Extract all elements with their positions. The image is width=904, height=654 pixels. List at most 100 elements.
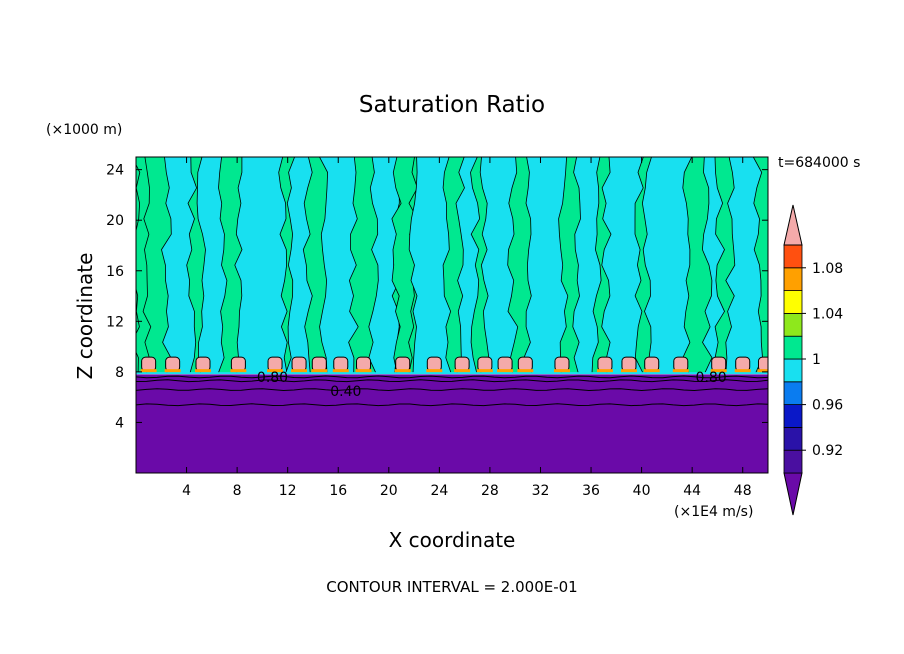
x-tick-label: 48 bbox=[734, 483, 752, 499]
legend-bin bbox=[783, 335, 803, 360]
cloud-cell-base-12 bbox=[476, 369, 493, 373]
chart-title: Saturation Ratio bbox=[359, 92, 545, 118]
contour-label-2: 0.80 bbox=[696, 370, 727, 386]
cloud-base-band bbox=[136, 372, 768, 375]
legend-bin bbox=[783, 358, 803, 383]
x-units-label: (×1E4 m/s) bbox=[674, 504, 753, 520]
contour-interval-note: CONTOUR INTERVAL = 2.000E-01 bbox=[326, 578, 577, 596]
contour-column-11 bbox=[523, 157, 569, 374]
cloud-cell-base-17 bbox=[620, 369, 637, 373]
legend-label: 1.04 bbox=[812, 306, 843, 322]
cloud-cell-16 bbox=[597, 356, 613, 372]
cloud-cell-base-1 bbox=[164, 369, 181, 373]
y-tick-label: 8 bbox=[115, 365, 124, 381]
x-tick-label: 12 bbox=[279, 483, 297, 499]
legend-over-arrow bbox=[783, 204, 803, 246]
legend-label: 0.96 bbox=[812, 398, 843, 414]
x-tick-label: 32 bbox=[532, 483, 550, 499]
legend-bin bbox=[783, 312, 803, 337]
cloud-cell-base-11 bbox=[454, 369, 471, 373]
legend-under-arrow bbox=[783, 472, 803, 516]
y-axis-label: Z coordinate bbox=[73, 253, 97, 380]
cloud-cell-base-5 bbox=[291, 369, 308, 373]
legend-bin bbox=[783, 449, 803, 474]
contour-column-5 bbox=[319, 157, 359, 374]
cloud-cell-base-9 bbox=[394, 369, 411, 373]
plot-frame bbox=[135, 156, 769, 474]
legend-bin bbox=[783, 244, 803, 269]
x-tick-label: 24 bbox=[430, 483, 448, 499]
contour-label-1: 0.40 bbox=[330, 384, 361, 400]
cloud-cell-base-10 bbox=[426, 369, 443, 373]
legend-bin bbox=[783, 267, 803, 291]
dry-contour-line-1 bbox=[136, 379, 768, 383]
contour-column-15 bbox=[701, 157, 725, 374]
cloud-cell-base-2 bbox=[194, 369, 211, 373]
cloud-cell-18 bbox=[644, 356, 660, 372]
x-tick-label: 36 bbox=[582, 483, 600, 499]
color-legend: 0.92 0.96 1 1.04 1.08 bbox=[783, 204, 843, 516]
cloud-cell-22 bbox=[757, 356, 768, 372]
contour-column-9 bbox=[455, 157, 481, 374]
dry-contour-line-2 bbox=[136, 388, 768, 392]
contour-column-7 bbox=[391, 157, 418, 374]
y-tick-label: 24 bbox=[106, 163, 124, 179]
y-tick-label: 16 bbox=[106, 264, 124, 280]
dry-layer bbox=[136, 374, 768, 473]
dry-contour-line-3 bbox=[136, 403, 768, 407]
cloud-cell-7 bbox=[333, 356, 349, 372]
contour-column-16 bbox=[725, 157, 763, 374]
cloud-cell-base-3 bbox=[230, 369, 247, 373]
legend-bin bbox=[783, 381, 803, 405]
cloud-cell-base-22 bbox=[757, 369, 768, 373]
cloud-cell-base-21 bbox=[734, 369, 751, 373]
x-tick-label: 20 bbox=[380, 483, 398, 499]
cloud-cell-12 bbox=[477, 356, 493, 372]
contour-column-1 bbox=[161, 157, 198, 374]
cloud-cell-13 bbox=[497, 356, 513, 372]
cloud-cell-base-6 bbox=[311, 369, 328, 373]
x-axis-label: X coordinate bbox=[389, 528, 516, 552]
cloud-cell-19 bbox=[673, 356, 689, 372]
y-units-label: (×1000 m) bbox=[46, 122, 122, 138]
y-tick-label: 4 bbox=[115, 415, 124, 431]
x-tick-label: 44 bbox=[683, 483, 701, 499]
cloud-cell-14 bbox=[517, 356, 533, 372]
contour-column-12 bbox=[572, 157, 602, 374]
time-label: t=684000 s bbox=[778, 155, 860, 171]
legend-bin bbox=[783, 404, 803, 428]
contour-column-4 bbox=[285, 157, 313, 374]
cloud-cell-1 bbox=[165, 356, 181, 372]
cloud-cell-base-19 bbox=[672, 369, 689, 373]
cloud-cell-8 bbox=[356, 356, 372, 372]
contour-column-14 bbox=[641, 157, 693, 374]
contour-column-8 bbox=[408, 157, 452, 374]
cloud-cell-0 bbox=[141, 356, 157, 372]
contour-column-13 bbox=[601, 157, 644, 374]
y-tick-label: 12 bbox=[106, 314, 124, 330]
contour-column-2 bbox=[196, 157, 228, 374]
cloud-cell-base-4 bbox=[267, 369, 284, 373]
y-tick-label: 20 bbox=[106, 213, 124, 229]
legend-label: 1.08 bbox=[812, 261, 843, 277]
cloud-cell-base-18 bbox=[643, 369, 660, 373]
x-tick-label: 16 bbox=[329, 483, 347, 499]
cloud-cell-base-15 bbox=[553, 369, 570, 373]
contour-column-0 bbox=[136, 157, 152, 374]
dry-contour-line-0 bbox=[136, 375, 768, 379]
cloud-cell-2 bbox=[195, 356, 211, 372]
legend-label: 1 bbox=[812, 352, 821, 368]
cloud-cell-base-8 bbox=[355, 369, 372, 373]
cloud-cell-base-16 bbox=[596, 369, 613, 373]
cloud-cell-9 bbox=[395, 356, 411, 372]
cloud-cell-11 bbox=[454, 356, 470, 372]
cloud-cell-17 bbox=[621, 356, 637, 372]
legend-bin bbox=[783, 290, 803, 314]
cloud-cell-base-0 bbox=[140, 369, 157, 373]
cloud-cell-6 bbox=[311, 356, 327, 372]
contour-label-0: 0.80 bbox=[257, 370, 288, 386]
x-tick-label: 4 bbox=[182, 483, 191, 499]
legend-label: 0.92 bbox=[812, 443, 843, 459]
